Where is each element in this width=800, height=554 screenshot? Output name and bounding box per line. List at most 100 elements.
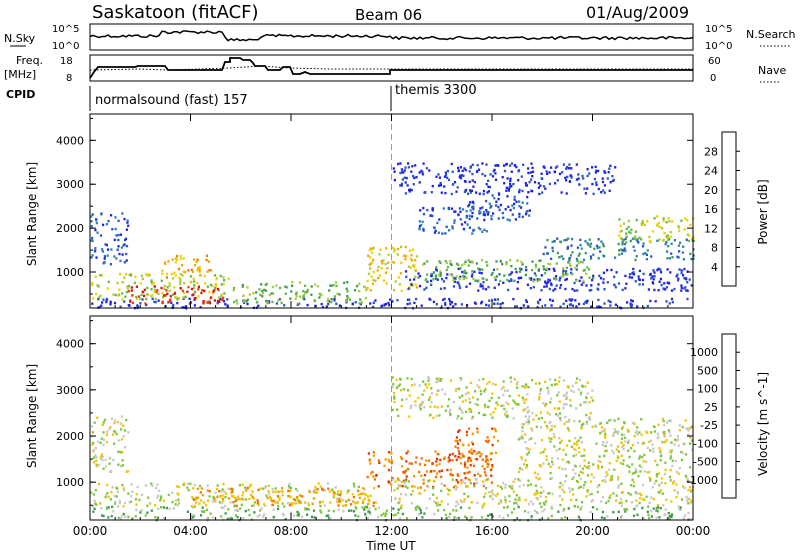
velocity-cell xyxy=(682,442,685,445)
velocity-cell xyxy=(671,482,674,485)
power-cell xyxy=(625,235,628,238)
velocity-cell xyxy=(487,490,491,494)
velocity-cell xyxy=(455,500,458,503)
velocity-cell xyxy=(490,481,493,484)
power-cell xyxy=(682,245,685,248)
velocity-cell xyxy=(674,438,677,441)
power-cell xyxy=(614,303,617,306)
power-cell xyxy=(690,284,693,287)
power-cell xyxy=(624,274,627,278)
velocity-cell xyxy=(580,501,584,504)
power-cell xyxy=(474,279,477,282)
velocity-cell xyxy=(433,480,436,483)
velocity-cell xyxy=(641,506,644,510)
power-cell xyxy=(91,239,94,243)
nsky-tick-high: 10^5 xyxy=(52,24,79,35)
velocity-cell xyxy=(323,489,327,492)
nave-tick-high: 60 xyxy=(708,56,721,67)
velocity-cell xyxy=(520,455,523,459)
power-cell xyxy=(409,188,412,191)
power-cell xyxy=(556,251,559,255)
velocity-cell xyxy=(116,420,119,424)
power-cell xyxy=(656,268,659,272)
power-cell xyxy=(343,281,346,285)
velocity-cell xyxy=(526,453,529,456)
velocity-cell xyxy=(679,506,682,509)
velocity-cell xyxy=(319,505,322,508)
velocity-cell xyxy=(547,389,550,392)
power-cell xyxy=(556,179,559,182)
power-cell xyxy=(686,233,689,236)
velocity-cell xyxy=(193,483,196,487)
velocity-cell xyxy=(414,400,417,403)
power-cell xyxy=(547,281,550,284)
power-cell xyxy=(471,270,474,273)
velocity-cell xyxy=(418,513,421,516)
power-cell xyxy=(298,281,302,284)
power-cell xyxy=(658,225,661,229)
velocity-cell xyxy=(274,490,278,493)
power-cell xyxy=(187,269,190,272)
velocity-cell xyxy=(487,405,491,409)
velocity-cell xyxy=(384,514,387,517)
velocity-cell xyxy=(94,454,97,457)
velocity-cell xyxy=(591,506,595,509)
velocity-cell xyxy=(685,427,688,430)
velocity-cell xyxy=(514,501,517,505)
power-colorbar-tick-label: 20 xyxy=(704,184,718,197)
power-cell xyxy=(266,282,269,285)
velocity-cell xyxy=(449,379,452,382)
power-cell xyxy=(602,244,605,248)
power-cell xyxy=(317,285,320,288)
power-cell xyxy=(627,219,631,223)
velocity-cell xyxy=(295,496,298,499)
power-cell xyxy=(114,216,117,219)
velocity-cell xyxy=(589,511,592,514)
power-cell xyxy=(106,248,110,251)
power-cell xyxy=(676,255,679,258)
power-cell xyxy=(536,306,539,309)
velocity-cell xyxy=(676,435,680,438)
velocity-cell xyxy=(438,470,441,473)
velocity-cell xyxy=(392,514,395,517)
power-cell xyxy=(457,282,460,285)
velocity-cell xyxy=(367,517,370,520)
power-cell xyxy=(599,250,602,253)
power-cell xyxy=(667,245,670,248)
velocity-cell xyxy=(488,380,491,384)
velocity-cell xyxy=(687,511,690,515)
velocity-cell xyxy=(537,478,540,481)
power-cell xyxy=(610,268,613,272)
power-cell xyxy=(358,282,361,286)
power-cell xyxy=(165,272,169,276)
power-cell xyxy=(291,284,294,287)
velocity-cell xyxy=(579,393,582,396)
power-cell xyxy=(614,166,617,169)
power-cell xyxy=(144,302,147,305)
velocity-cell xyxy=(583,464,586,468)
power-cell xyxy=(110,248,113,251)
velocity-cell xyxy=(658,516,661,519)
velocity-cell xyxy=(592,463,595,466)
velocity-cell xyxy=(524,498,527,502)
velocity-cell xyxy=(633,507,636,511)
velocity-cell xyxy=(608,419,611,422)
power-cell xyxy=(583,187,586,190)
power-cell xyxy=(633,237,636,240)
power-cell xyxy=(654,300,657,303)
velocity-cell xyxy=(566,385,569,388)
power-cell xyxy=(567,261,570,264)
velocity-cell xyxy=(456,486,459,489)
velocity-cell xyxy=(476,472,480,476)
velocity-cell xyxy=(206,484,209,487)
velocity-cell xyxy=(612,492,615,495)
velocity-colorbar-tick-label: -100 xyxy=(693,437,718,450)
velocity-cell xyxy=(469,408,473,411)
power-cell xyxy=(222,300,226,303)
velocity-cell xyxy=(621,491,624,494)
power-cell xyxy=(97,296,100,299)
velocity-cell xyxy=(669,455,672,458)
power-cell xyxy=(447,207,450,211)
velocity-cell xyxy=(353,485,356,488)
power-cell xyxy=(109,300,112,303)
